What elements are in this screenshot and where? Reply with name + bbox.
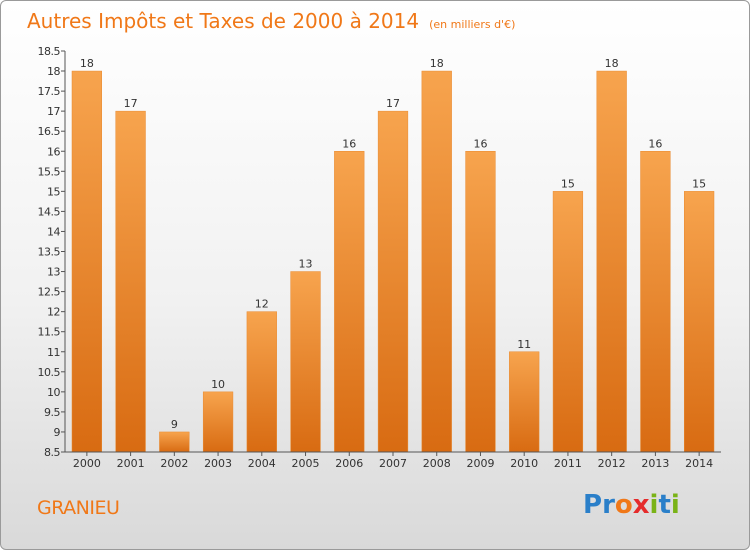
bar-2004 <box>246 311 277 453</box>
data-label-2001: 17 <box>124 97 138 110</box>
logo-letter: i <box>649 490 659 520</box>
bar-2002 <box>159 431 190 453</box>
bars-group: 18 17 9 10 12 13 16 17 18 16 11 15 18 16 15 <box>71 57 715 453</box>
data-label-2012: 18 <box>605 57 619 70</box>
proxiti-logo: Proxiti <box>583 490 680 520</box>
y-tick-label: 11 <box>47 346 60 359</box>
bar-2003 <box>202 391 234 453</box>
bar-2005 <box>290 271 321 453</box>
bar-2012 <box>596 70 627 453</box>
data-label-2006: 16 <box>342 137 356 150</box>
bar-2007 <box>377 110 409 453</box>
x-tick-label-2004: 2004 <box>248 457 276 470</box>
data-label-2005: 13 <box>299 258 313 271</box>
bar-2014 <box>684 191 715 453</box>
y-tick-label: 8.5 <box>44 446 60 459</box>
x-tick-label-2012: 2012 <box>598 457 626 470</box>
y-tick-label: 16.5 <box>38 125 61 138</box>
data-label-2003: 10 <box>211 378 225 391</box>
logo-letter: t <box>658 490 671 520</box>
y-tick-label: 15 <box>47 185 60 198</box>
data-label-2000: 18 <box>80 57 94 70</box>
logo-letter: i <box>670 490 680 520</box>
chart-title: Autres Impôts et Taxes de 2000 à 2014 <box>27 9 419 33</box>
logo-letter: P <box>583 490 603 520</box>
x-tick-label-2001: 2001 <box>117 457 145 470</box>
y-tick-label: 10 <box>47 386 60 399</box>
bar-2013 <box>640 151 671 453</box>
x-tick-label-2011: 2011 <box>554 457 582 470</box>
x-tick-label-2007: 2007 <box>379 457 407 470</box>
x-tick-label-2000: 2000 <box>73 457 101 470</box>
x-tick-label-2010: 2010 <box>510 457 538 470</box>
y-tick-label: 10.5 <box>38 366 61 379</box>
x-tick-label-2009: 2009 <box>466 457 494 470</box>
x-axis: 2000 2001 2002 2003 2004 2005 2006 2007 2008 2009… <box>65 451 721 470</box>
bar-2001 <box>115 110 146 453</box>
y-tick-label: 17.5 <box>38 85 61 98</box>
chart-subtitle: (en milliers d'€) <box>429 18 515 31</box>
y-tick-label: 14 <box>47 225 60 238</box>
data-label-2004: 12 <box>255 298 269 311</box>
bar-2009 <box>465 151 496 453</box>
y-tick-label: 13 <box>47 266 60 279</box>
bar-2010 <box>509 351 540 453</box>
data-label-2007: 17 <box>386 97 400 110</box>
location-label: GRANIEU <box>37 497 120 519</box>
x-tick-label-2013: 2013 <box>641 457 669 470</box>
x-tick-label-2003: 2003 <box>204 457 232 470</box>
logo-letter: o <box>614 490 633 520</box>
y-tick-label: 13.5 <box>38 246 61 259</box>
y-tick-label: 15.5 <box>38 165 61 178</box>
y-tick-label: 18.5 <box>38 45 61 58</box>
y-tick-label: 12 <box>47 306 60 319</box>
data-label-2008: 18 <box>430 57 444 70</box>
data-label-2010: 11 <box>517 338 531 351</box>
x-tick-label-2005: 2005 <box>292 457 320 470</box>
y-tick-label: 11.5 <box>38 326 61 339</box>
y-tick-label: 12.5 <box>38 286 61 299</box>
bar-2011 <box>552 191 584 453</box>
data-label-2011: 15 <box>561 177 575 190</box>
y-tick-label: 18 <box>47 65 60 78</box>
data-label-2013: 16 <box>648 137 662 150</box>
y-tick-label: 9 <box>54 426 61 439</box>
logo-letter: r <box>602 490 615 520</box>
x-tick-label-2006: 2006 <box>335 457 363 470</box>
x-tick-label-2002: 2002 <box>160 457 188 470</box>
x-tick-label-2008: 2008 <box>423 457 451 470</box>
x-tick-label-2014: 2014 <box>685 457 713 470</box>
y-tick-label: 14.5 <box>38 205 61 218</box>
y-tick-label: 16 <box>47 145 60 158</box>
bar-2008 <box>421 70 452 453</box>
y-axis: 8.5 9 9.5 10 10.5 11 11.5 12 12.5 13 13.5 14 14.5 15 1… <box>38 45 66 459</box>
y-tick-label: 9.5 <box>44 406 60 419</box>
bar-2000 <box>71 70 102 453</box>
data-label-2009: 16 <box>473 137 487 150</box>
data-label-2002: 9 <box>171 418 178 431</box>
bar-2006 <box>334 151 365 453</box>
logo-letter: x <box>632 490 650 520</box>
data-label-2014: 15 <box>692 177 706 190</box>
y-tick-label: 17 <box>47 105 60 118</box>
